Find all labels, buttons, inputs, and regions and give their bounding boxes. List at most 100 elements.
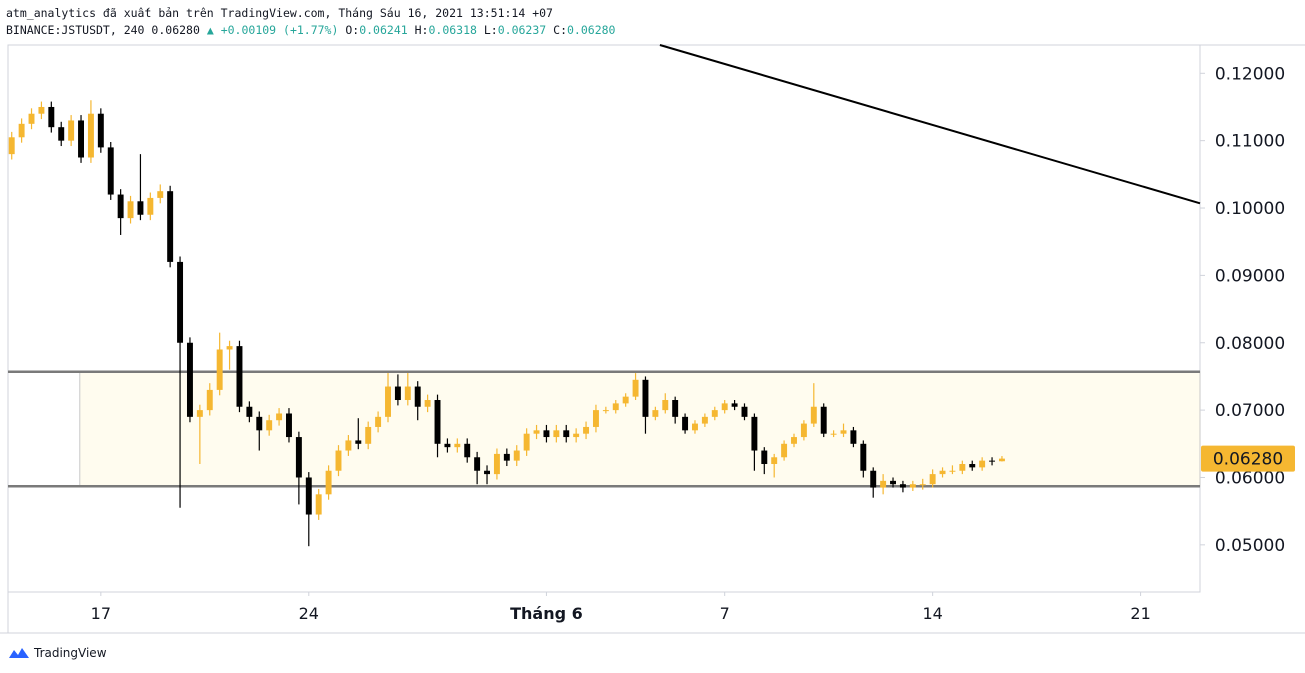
y-tick-label: 0.06000 xyxy=(1215,468,1285,488)
candle-body xyxy=(830,433,837,435)
candle-body xyxy=(890,480,896,485)
candle-body xyxy=(771,457,778,465)
candle-body xyxy=(295,437,302,478)
candle-body xyxy=(553,430,560,438)
symbol: BINANCE:JSTUSDT, 240 xyxy=(6,23,145,37)
ohlc-key: O: xyxy=(345,23,360,37)
candle-body xyxy=(186,342,193,417)
ohlc-key: C: xyxy=(553,23,567,37)
candle-body xyxy=(97,113,104,148)
y-tick-label: 0.09000 xyxy=(1215,266,1285,286)
brand-logo xyxy=(9,648,29,658)
candle-body xyxy=(880,480,887,488)
candle-body xyxy=(137,201,144,215)
candle-body xyxy=(454,443,461,448)
candle-body xyxy=(226,346,233,350)
candle-body xyxy=(682,416,689,431)
ohlc-key: H: xyxy=(414,23,429,37)
candle-body xyxy=(622,396,629,404)
x-tick-label: 7 xyxy=(720,604,730,623)
candle-body xyxy=(523,433,530,451)
candle-body xyxy=(602,410,609,412)
ohlc-value: 0.06280 xyxy=(567,23,616,37)
candle-body xyxy=(503,453,510,461)
candle-body xyxy=(18,123,25,138)
candle-body xyxy=(58,127,65,141)
last-price-label: 0.06280 xyxy=(1213,450,1283,470)
candle-body xyxy=(533,430,540,434)
candle-body xyxy=(919,484,926,486)
brand-name: TradingView xyxy=(34,646,107,660)
y-tick-label: 0.07000 xyxy=(1215,401,1285,421)
candle-body xyxy=(286,413,292,438)
candle-body xyxy=(167,191,174,262)
candle-body xyxy=(493,453,500,475)
candle-body xyxy=(870,470,877,488)
ohlc: O:0.06241 H:0.06318 L:0.06237 C:0.06280 xyxy=(338,23,615,37)
candle-body xyxy=(246,406,253,417)
candle-body xyxy=(721,403,728,411)
candle-body xyxy=(543,430,550,438)
candle-body xyxy=(28,113,35,124)
candle-body xyxy=(355,440,362,444)
candle-body xyxy=(563,430,570,438)
candle-body xyxy=(474,457,481,471)
candle-body xyxy=(662,400,669,411)
candle-body xyxy=(791,437,797,444)
candle-body xyxy=(632,379,639,397)
y-tick-label: 0.11000 xyxy=(1215,132,1285,152)
candle-body xyxy=(335,450,342,471)
legend-line: BINANCE:JSTUSDT, 240 0.06280 ▲ +0.00109 … xyxy=(6,23,615,37)
candle-body xyxy=(87,113,94,158)
candle-body xyxy=(899,484,906,488)
candle-body xyxy=(38,106,45,114)
plot-frame xyxy=(7,44,1201,593)
candle-body xyxy=(969,464,976,468)
candle-body xyxy=(196,410,203,417)
candle-body xyxy=(800,423,807,438)
candle-body xyxy=(652,410,659,417)
publish-line: atm_analytics đã xuất bản trên TradingVi… xyxy=(6,6,553,20)
candle-body xyxy=(375,416,382,427)
x-tick-label: Tháng 6 xyxy=(510,604,583,623)
candle-body xyxy=(8,137,15,155)
ohlc-value: 0.06241 xyxy=(359,23,408,37)
candle-body xyxy=(751,416,758,451)
candle-body xyxy=(345,440,352,451)
candle-body xyxy=(959,464,966,471)
candle-body xyxy=(78,120,85,158)
candle-body xyxy=(672,400,679,417)
brand: TradingView xyxy=(8,646,107,660)
candle-body xyxy=(998,458,1005,462)
candle-body xyxy=(929,474,936,485)
candle-body xyxy=(484,470,490,475)
last-price-tag xyxy=(1201,445,1295,472)
candle-body xyxy=(840,430,847,434)
up-arrow: ▲ xyxy=(206,23,214,37)
candle-body xyxy=(236,346,243,407)
candle-body xyxy=(701,416,708,424)
candle-body xyxy=(761,450,768,465)
candle-body xyxy=(979,460,986,468)
candle-body xyxy=(147,197,154,215)
candle-body xyxy=(444,443,451,448)
trend-line xyxy=(659,44,1201,205)
candle-body xyxy=(385,386,391,417)
candle-body xyxy=(216,349,223,390)
candle-body xyxy=(206,389,213,411)
candle-body xyxy=(394,386,401,401)
change: +0.00109 (+1.77%) xyxy=(220,23,339,37)
candle-body xyxy=(909,484,916,488)
candle-body xyxy=(949,470,956,472)
ohlc-value: 0.06237 xyxy=(497,23,547,37)
y-tick-label: 0.08000 xyxy=(1215,334,1285,354)
candle-body xyxy=(464,443,471,458)
candle-body xyxy=(48,106,55,128)
ohlc-key: L: xyxy=(483,23,498,37)
ohlc-value: 0.06318 xyxy=(428,23,477,37)
price: 0.06280 xyxy=(151,23,200,37)
y-tick-label: 0.05000 xyxy=(1215,536,1285,556)
x-tick-label: 14 xyxy=(922,604,942,623)
candle-body xyxy=(939,470,946,475)
